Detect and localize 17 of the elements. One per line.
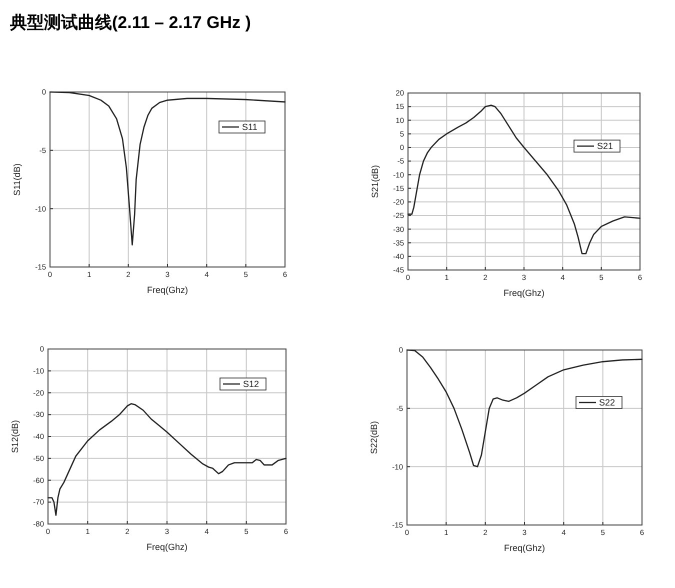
legend-label: S11 xyxy=(242,122,258,132)
y-axis-title: S11(dB) xyxy=(12,163,22,196)
x-axis-title: Freq(Ghz) xyxy=(504,543,546,553)
y-axis-title: S21(dB) xyxy=(370,164,380,198)
y-axis-title: S22(dB) xyxy=(369,420,379,454)
legend-label: S12 xyxy=(243,379,260,389)
x-axis-title: Freq(Ghz) xyxy=(503,288,545,298)
legend-label: S21 xyxy=(597,141,614,152)
legend: S12 xyxy=(220,378,266,390)
x-axis-title: Freq(Ghz) xyxy=(146,285,188,295)
y-axis-title: S12(dB) xyxy=(10,420,20,454)
legend: S22 xyxy=(576,396,622,409)
legend-label: S22 xyxy=(599,398,616,408)
legend: S21 xyxy=(574,140,620,152)
chart-title: 典型测试曲线(2.11 – 2.17 GHz ) xyxy=(9,13,251,32)
x-axis-title: Freq(Ghz) xyxy=(146,542,188,552)
legend: S11 xyxy=(218,120,266,134)
